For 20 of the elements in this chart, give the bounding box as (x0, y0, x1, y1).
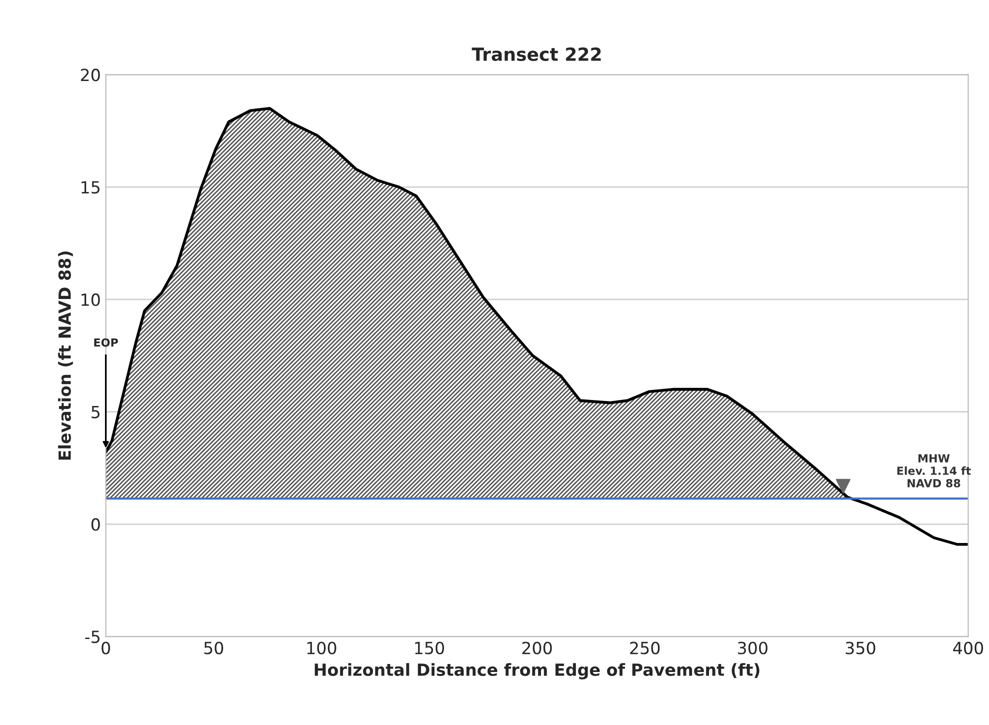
x-tick-label: 100 (307, 642, 336, 654)
y-axis-title: Elevation (ft NAVD 88) (58, 252, 73, 460)
chart-title: Transect 222 (472, 47, 601, 62)
y-tick-label: 20 (80, 68, 100, 82)
y-tick-label: 15 (82, 181, 100, 194)
x-tick-label: 50 (204, 642, 224, 654)
x-tick-label: 300 (738, 642, 768, 654)
y-tick-label: -5 (85, 630, 100, 644)
y-tick-label: 5 (92, 406, 100, 418)
y-tick-label: 10 (82, 293, 100, 306)
x-tick-label: 150 (415, 642, 444, 654)
x-tick-label: 350 (846, 642, 876, 654)
x-axis-title: Horizontal Distance from Edge of Pavement (ft) (314, 663, 760, 680)
annotation: EOP (94, 338, 118, 347)
x-tick-label: 0 (102, 642, 110, 654)
x-tick-label: 200 (522, 642, 552, 654)
ref-line-label: MHW Elev. 1.14 ft NAVD 88 (897, 454, 971, 488)
x-tick-label: 400 (953, 642, 984, 654)
x-tick-label: 250 (630, 642, 660, 654)
y-tick-label: 0 (91, 518, 100, 531)
